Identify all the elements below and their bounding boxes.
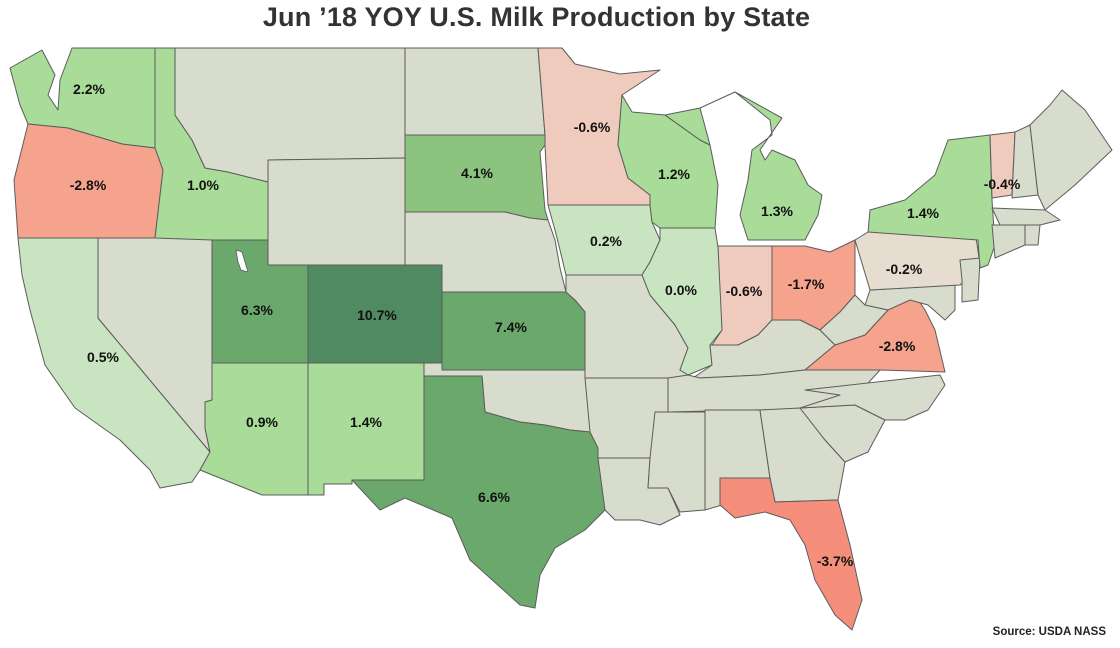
state-label-ks: 7.4% [495,319,527,335]
state-me [1029,89,1113,211]
state-label-va: -2.8% [879,338,916,354]
state-label-wa: 2.2% [73,81,105,97]
chart-title: Jun ’18 YOY U.S. Milk Production by Stat… [262,2,811,32]
state-label-co: 10.7% [357,307,397,323]
state-label-tx: 6.6% [478,489,510,505]
state-label-vt: -0.4% [984,176,1021,192]
source-note: Source: USDA NASS [992,626,1106,638]
state-fl [719,477,863,631]
state-label-in: -0.6% [726,283,763,299]
great-salt-lake [235,249,249,273]
state-ma [991,207,1061,226]
state-label-mi: 1.3% [761,203,793,219]
state-ne [404,211,567,293]
state-wy [267,157,406,266]
state-label-wi: 1.2% [658,166,690,182]
state-label-il: 0.0% [665,282,697,298]
state-label-ut: 6.3% [241,302,273,318]
state-label-mn: -0.6% [574,119,611,135]
state-ri [1024,224,1041,246]
state-label-id: 1.0% [187,177,219,193]
state-label-oh: -1.7% [788,276,825,292]
state-label-ia: 0.2% [590,233,622,249]
state-label-ca: 0.5% [87,349,119,365]
state-label-nm: 1.4% [350,414,382,430]
state-mi [664,91,823,241]
state-label-fl: -3.7% [817,553,854,569]
state-label-az: 0.9% [246,414,278,430]
state-nj [959,257,981,303]
state-tx [351,375,606,609]
state-label-ny: 1.4% [907,205,939,221]
state-md [864,284,956,321]
state-label-sd: 4.1% [461,165,493,181]
state-label-pa: -0.2% [886,261,923,277]
state-nd [404,47,546,136]
state-ct [991,224,1026,259]
state-nc [799,374,946,421]
state-ny [867,134,996,269]
state-label-or: -2.8% [70,177,107,193]
